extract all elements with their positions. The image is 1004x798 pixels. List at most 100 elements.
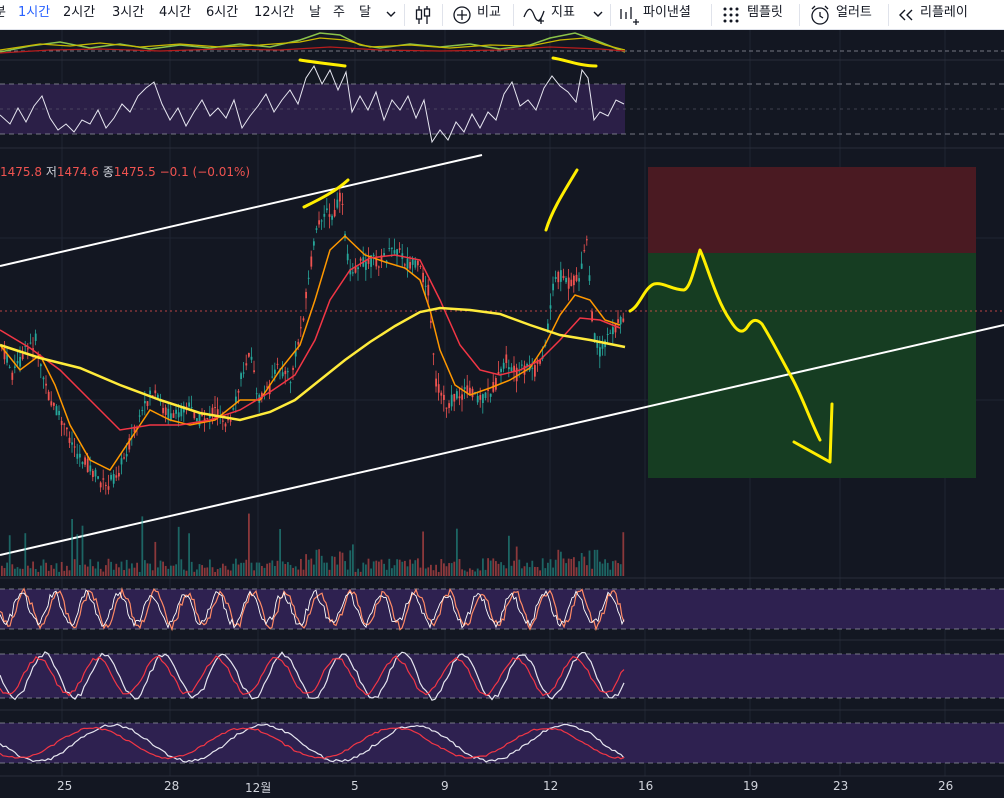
volume-bar (515, 546, 518, 576)
candle-body (92, 470, 94, 478)
volume-bar (601, 563, 604, 576)
lower-trendline[interactable] (0, 324, 1004, 556)
volume-bar (541, 558, 544, 576)
candle-body (482, 394, 484, 404)
volume-bar (209, 559, 211, 576)
candle-body (105, 484, 107, 486)
rewind-icon[interactable] (896, 3, 916, 31)
candle-body (21, 354, 24, 360)
indicators-button[interactable]: 지표 (551, 5, 575, 20)
financials-button[interactable]: 파이낸셜 (643, 5, 691, 20)
compare-button[interactable]: 비교 (477, 5, 501, 20)
candle-body (323, 213, 326, 217)
candle-body (513, 365, 515, 372)
volume-bar (193, 571, 196, 576)
templates-button[interactable]: 템플릿 (747, 5, 783, 20)
interval-2h[interactable]: 2시간 (63, 5, 96, 20)
candle-body (180, 406, 183, 417)
volume-bar (92, 566, 94, 576)
indicators-icon[interactable] (522, 3, 546, 31)
volume-bar (79, 564, 81, 576)
annotation-arrow-head (792, 402, 834, 464)
interval-3h[interactable]: 3시간 (112, 5, 145, 20)
rsi-pane (0, 64, 1004, 144)
templates-icon[interactable] (720, 3, 744, 31)
chevron-down-icon[interactable] (592, 3, 604, 29)
candle-body (292, 367, 294, 370)
volume-bar (284, 564, 287, 576)
candle-body (328, 214, 331, 217)
annotation-top-curve-1 (298, 58, 347, 68)
candle-body (622, 318, 625, 322)
volume-bar (71, 519, 73, 576)
volume-bar (570, 558, 573, 576)
volume-bar (289, 564, 292, 576)
time-axis-label: 19 (743, 779, 759, 793)
interval-month[interactable]: 달 (359, 5, 371, 20)
alarm-clock-icon[interactable] (808, 3, 832, 31)
volume-bar (237, 564, 240, 576)
volume-bar (258, 562, 261, 576)
volume-bar (11, 564, 14, 576)
chevron-down-icon[interactable] (385, 3, 397, 29)
replay-button[interactable]: 리플레이 (920, 5, 968, 20)
volume-bar (50, 565, 53, 576)
candle-body (14, 366, 16, 368)
candle-body (232, 408, 235, 410)
candle-body (253, 370, 255, 372)
candle-body (531, 367, 534, 369)
candle-body (157, 394, 159, 399)
volume-bar (281, 561, 284, 576)
volume-bar (34, 568, 37, 576)
candle-body (411, 258, 414, 265)
candle-body (79, 453, 81, 458)
volume-bar (188, 533, 190, 576)
alert-button[interactable]: 얼러트 (836, 5, 872, 20)
volume-bar (89, 559, 92, 576)
drawing-annotations[interactable] (298, 56, 834, 464)
pane-separators (0, 59, 1004, 777)
take-profit-zone[interactable] (648, 253, 976, 478)
candle-body (484, 392, 487, 398)
volume-bar (276, 560, 279, 576)
candle-body (185, 406, 188, 408)
interval-6h[interactable]: 6시간 (206, 5, 239, 20)
candle-body (521, 364, 523, 366)
interval-12h[interactable]: 12시간 (254, 5, 295, 20)
upper-trendline[interactable] (0, 154, 483, 267)
candle-body (284, 370, 287, 375)
annotation-peak-2 (544, 168, 579, 232)
volume-bar (112, 569, 115, 576)
volume-bar (162, 561, 164, 576)
legend-low: 1474.6 (56, 165, 99, 179)
interval-fragment[interactable]: 분 (0, 0, 6, 30)
candle-body (73, 446, 76, 448)
interval-week[interactable]: 주 (333, 5, 345, 20)
interval-1h[interactable]: 1시간 (18, 5, 51, 20)
candles-icon[interactable] (413, 3, 433, 31)
candle-body (84, 457, 86, 465)
price-chart-canvas[interactable] (0, 30, 1004, 779)
volume-bar (287, 562, 289, 576)
volume-bar (578, 561, 580, 576)
volume-bar (216, 569, 219, 576)
volume-bar (352, 544, 354, 576)
candle-body (63, 423, 66, 425)
volume-bar (8, 535, 11, 576)
interval-day[interactable]: 날 (309, 5, 321, 20)
compare-plus-icon[interactable] (452, 3, 472, 31)
volume-bar (73, 559, 76, 576)
candle-body (315, 228, 318, 230)
volume-bar (307, 559, 310, 576)
volume-bar (521, 568, 523, 576)
candle-body (367, 259, 370, 264)
volume-bar (297, 569, 300, 576)
volume-bar (232, 563, 235, 576)
volume-bar (1, 565, 3, 576)
stop-loss-zone[interactable] (648, 167, 976, 253)
interval-4h[interactable]: 4시간 (159, 5, 192, 20)
financials-icon[interactable] (617, 3, 641, 31)
candle-body (245, 363, 248, 366)
candle-body (333, 209, 336, 217)
volume-bar (456, 528, 458, 576)
